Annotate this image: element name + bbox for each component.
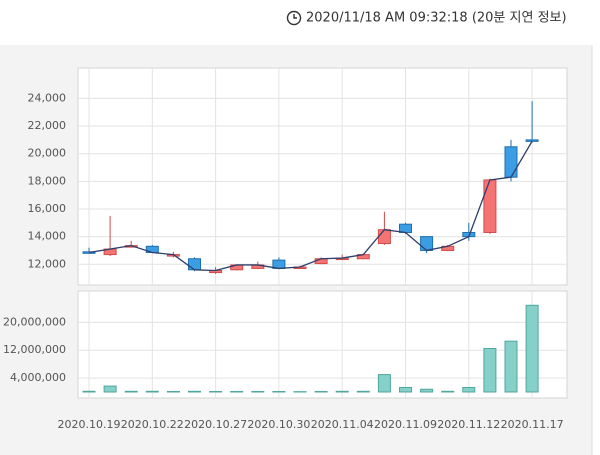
volume-bar: [399, 386, 412, 393]
y-tick-label: 12,000,000: [3, 343, 66, 356]
volume-bar: [272, 390, 286, 393]
volume-bar: [504, 340, 518, 393]
timestamp: 2020/11/18 AM 09:32:18 (20분 지연 정보): [306, 11, 567, 26]
volume-bar: [124, 390, 138, 393]
x-tick-label: 2020.10.19: [58, 418, 121, 431]
y-tick-label: 20,000,000: [3, 315, 66, 328]
clock-icon: [286, 10, 302, 26]
volume-bar: [145, 390, 159, 393]
candle-body: [525, 139, 539, 142]
volume-bar: [356, 390, 370, 393]
volume-bar: [314, 390, 328, 393]
candle-body: [377, 229, 391, 245]
close-line: [88, 140, 533, 272]
volume-bar: [103, 385, 117, 393]
x-tick-label: 2020.10.30: [247, 418, 310, 431]
x-tick-label: 2020.11.09: [374, 418, 437, 431]
price-panel: [77, 67, 568, 286]
y-tick-label: 4,000,000: [10, 371, 66, 384]
x-tick-label: 2020.11.17: [501, 418, 564, 431]
candle-body: [82, 251, 96, 254]
volume-bar: [230, 390, 244, 393]
x-tick-label: 2020.10.22: [121, 418, 184, 431]
x-tick-label: 2020.11.12: [437, 418, 500, 431]
volume-bar: [82, 390, 96, 393]
candle-body: [420, 236, 434, 251]
volume-bar: [335, 390, 349, 393]
x-tick-label: 2020.11.04: [311, 418, 374, 431]
y-tick-label: 12,000: [28, 257, 67, 270]
volume-bar: [483, 347, 497, 393]
volume-bar: [166, 390, 180, 393]
volume-bar: [441, 390, 455, 393]
y-tick-label: 24,000: [28, 91, 67, 104]
y-tick-label: 18,000: [28, 174, 67, 187]
y-tick-label: 20,000: [28, 147, 67, 160]
volume-bar: [209, 390, 223, 393]
volume-bar: [525, 304, 539, 393]
candle-body: [188, 258, 201, 271]
candle-body: [504, 146, 518, 178]
y-tick-label: 22,000: [28, 119, 67, 132]
y-tick-label: 14,000: [28, 230, 67, 243]
volume-bar: [377, 374, 391, 393]
volume-bar: [188, 390, 201, 393]
x-tick-label: 2020.10.27: [184, 418, 247, 431]
candle-body: [399, 223, 412, 233]
candle-body: [314, 258, 328, 265]
volume-bar: [420, 388, 434, 393]
y-tick-label: 16,000: [28, 202, 67, 215]
volume-bar: [251, 390, 265, 393]
candle-body: [483, 179, 497, 233]
volume-bar: [462, 386, 476, 393]
